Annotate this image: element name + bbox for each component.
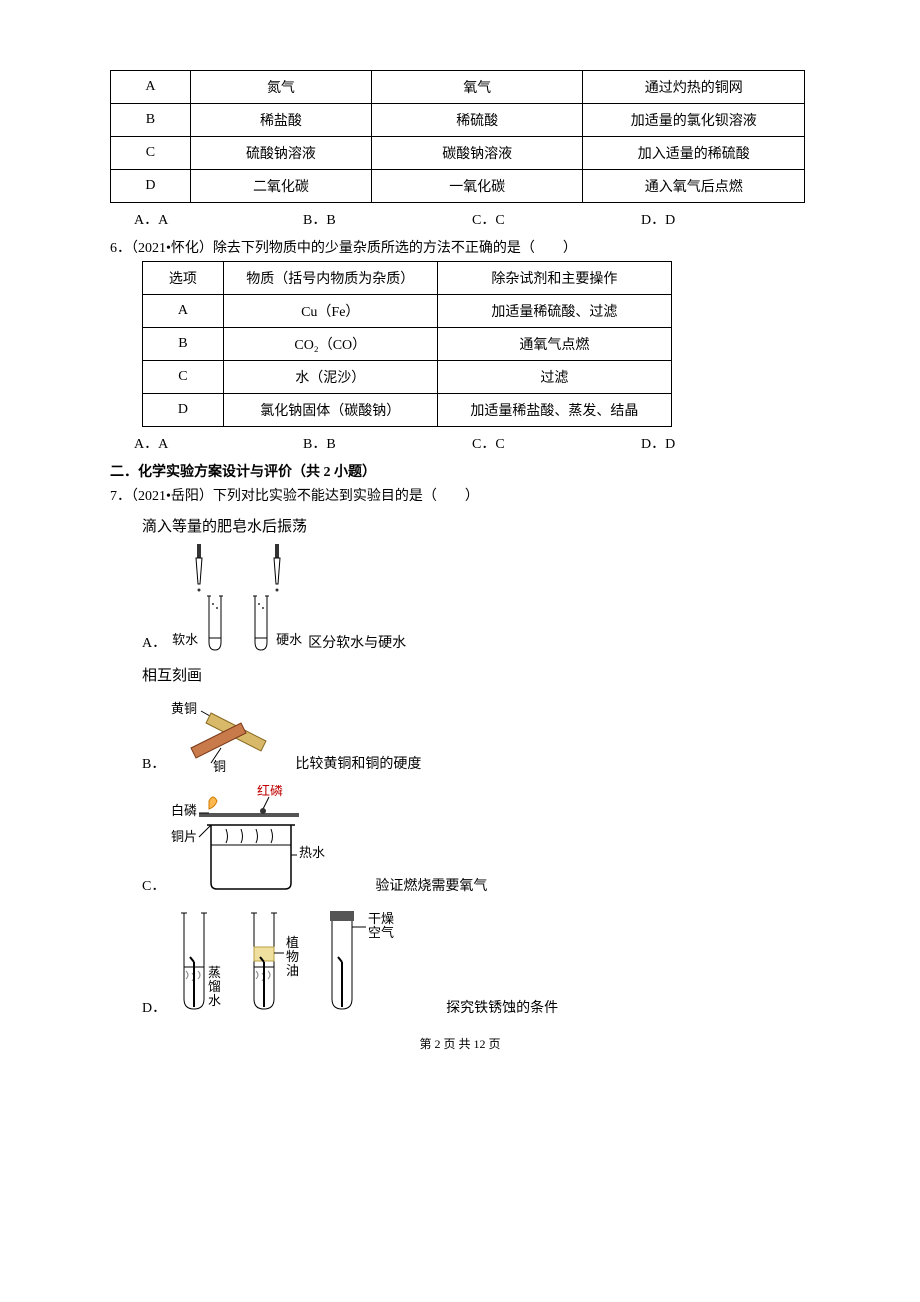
cell: 一氧化碳 bbox=[371, 170, 582, 203]
table-row: C 硫酸钠溶液 碳酸钠溶液 加入适量的稀硫酸 bbox=[111, 137, 805, 170]
q7-option-b: B． 黄铜 铜 比较黄铜和铜的硬度 bbox=[142, 693, 810, 773]
option-a: A．A bbox=[134, 433, 303, 453]
test-tube-icon bbox=[204, 594, 226, 652]
label-oil: 植物油 bbox=[286, 935, 299, 978]
label-dry-air: 干燥空气 bbox=[368, 911, 394, 940]
cell: 过滤 bbox=[437, 361, 671, 394]
q6-stem: 6．（2021•怀化）除去下列物质中的少量杂质所选的方法不正确的是（ ） bbox=[110, 237, 810, 257]
cell: 稀盐酸 bbox=[190, 104, 371, 137]
choice-label: A． bbox=[142, 632, 166, 652]
option-c: C．C bbox=[472, 433, 641, 453]
cell: 物质（括号内物质为杂质） bbox=[223, 262, 437, 295]
label-copper: 铜 bbox=[213, 759, 226, 773]
cell: 氮气 bbox=[190, 71, 371, 104]
choice-text: 比较黄铜和铜的硬度 bbox=[295, 753, 421, 773]
q7-a-caption: 滴入等量的肥皂水后振荡 bbox=[142, 515, 810, 536]
label-red-phosphorus: 红磷 bbox=[257, 785, 283, 798]
figure-a-icon: 软水 bbox=[172, 544, 304, 652]
page-footer: 第 2 页 共 12 页 bbox=[110, 1035, 810, 1052]
figure-b-icon: 黄铜 铜 bbox=[171, 693, 291, 773]
option-a: A．A bbox=[134, 209, 303, 229]
cell: B bbox=[143, 328, 224, 361]
table-row: 选项 物质（括号内物质为杂质） 除杂试剂和主要操作 bbox=[143, 262, 672, 295]
cell: 选项 bbox=[143, 262, 224, 295]
cell: 碳酸钠溶液 bbox=[371, 137, 582, 170]
test-tube-icon bbox=[250, 594, 272, 652]
cell: 氧气 bbox=[371, 71, 582, 104]
cell: A bbox=[111, 71, 191, 104]
table-row: C 水（泥沙） 过滤 bbox=[143, 361, 672, 394]
cell: CO₂（CO） bbox=[223, 328, 437, 361]
table-row: B 稀盐酸 稀硫酸 加适量的氯化钡溶液 bbox=[111, 104, 805, 137]
cell: C bbox=[111, 137, 191, 170]
q7-option-a: A． 软水 bbox=[142, 544, 810, 652]
figure-c-icon: 红磷 白磷 铜片 热水 bbox=[171, 785, 371, 895]
choice-label: B． bbox=[142, 753, 165, 773]
table-row: A Cu（Fe） 加适量稀硫酸、过滤 bbox=[143, 295, 672, 328]
cell: D bbox=[143, 394, 224, 427]
choice-label: D． bbox=[142, 997, 166, 1017]
choice-text: 探究铁锈蚀的条件 bbox=[446, 997, 558, 1017]
cell: 除杂试剂和主要操作 bbox=[437, 262, 671, 295]
choice-text: 区分软水与硬水 bbox=[308, 632, 406, 652]
option-b: B．B bbox=[303, 433, 472, 453]
dropper-icon bbox=[267, 544, 287, 594]
option-b: B．B bbox=[303, 209, 472, 229]
table-row: B CO₂（CO） 通氧气点燃 bbox=[143, 328, 672, 361]
table-row: A 氮气 氧气 通过灼热的铜网 bbox=[111, 71, 805, 104]
cell: 加适量的氯化钡溶液 bbox=[583, 104, 805, 137]
choice-text: 验证燃烧需要氧气 bbox=[375, 875, 487, 895]
table-q5: A 氮气 氧气 通过灼热的铜网 B 稀盐酸 稀硫酸 加适量的氯化钡溶液 C 硫酸… bbox=[110, 70, 805, 203]
label-soft-water: 软水 bbox=[172, 629, 198, 648]
cell: 水（泥沙） bbox=[223, 361, 437, 394]
cell: A bbox=[143, 295, 224, 328]
cell: 加适量稀硫酸、过滤 bbox=[437, 295, 671, 328]
label-hot-water: 热水 bbox=[299, 845, 325, 860]
option-d: D．D bbox=[641, 433, 810, 453]
q7-option-d: D． 蒸馏水 植物油 bbox=[142, 907, 810, 1017]
cell: 通氧气点燃 bbox=[437, 328, 671, 361]
figure-d-icon: 蒸馏水 植物油 干燥空气 bbox=[172, 907, 442, 1017]
option-c: C．C bbox=[472, 209, 641, 229]
label-hard-water: 硬水 bbox=[276, 629, 302, 648]
cell: 加入适量的稀硫酸 bbox=[583, 137, 805, 170]
label-distilled: 蒸馏水 bbox=[208, 965, 221, 1008]
label-brass: 黄铜 bbox=[171, 701, 197, 716]
q7-b-caption: 相互刻画 bbox=[142, 664, 810, 685]
cell: B bbox=[111, 104, 191, 137]
cell: 通入氧气后点燃 bbox=[583, 170, 805, 203]
table-q6: 选项 物质（括号内物质为杂质） 除杂试剂和主要操作 A Cu（Fe） 加适量稀硫… bbox=[142, 261, 672, 427]
cell: 通过灼热的铜网 bbox=[583, 71, 805, 104]
section2-title: 二．化学实验方案设计与评价（共 2 小题） bbox=[110, 461, 810, 481]
table-row: D 氯化钠固体（碳酸钠） 加适量稀盐酸、蒸发、结晶 bbox=[143, 394, 672, 427]
cell: 加适量稀盐酸、蒸发、结晶 bbox=[437, 394, 671, 427]
option-d: D．D bbox=[641, 209, 810, 229]
options-q6: A．A B．B C．C D．D bbox=[134, 433, 810, 453]
cell: D bbox=[111, 170, 191, 203]
cell: Cu（Fe） bbox=[223, 295, 437, 328]
options-q5: A．A B．B C．C D．D bbox=[134, 209, 810, 229]
q7-option-c: C． 红磷 白磷 铜片 热水 验证燃烧需要氧气 bbox=[142, 785, 810, 895]
label-white-phosphorus: 白磷 bbox=[171, 803, 197, 818]
cell: 氯化钠固体（碳酸钠） bbox=[223, 394, 437, 427]
cell: 硫酸钠溶液 bbox=[190, 137, 371, 170]
cell: C bbox=[143, 361, 224, 394]
table-row: D 二氧化碳 一氧化碳 通入氧气后点燃 bbox=[111, 170, 805, 203]
choice-label: C． bbox=[142, 875, 165, 895]
cell: 稀硫酸 bbox=[371, 104, 582, 137]
dropper-icon bbox=[189, 544, 209, 594]
label-copper-sheet: 铜片 bbox=[171, 829, 197, 844]
q7-stem: 7．（2021•岳阳）下列对比实验不能达到实验目的是（ ） bbox=[110, 485, 810, 505]
cell: 二氧化碳 bbox=[190, 170, 371, 203]
